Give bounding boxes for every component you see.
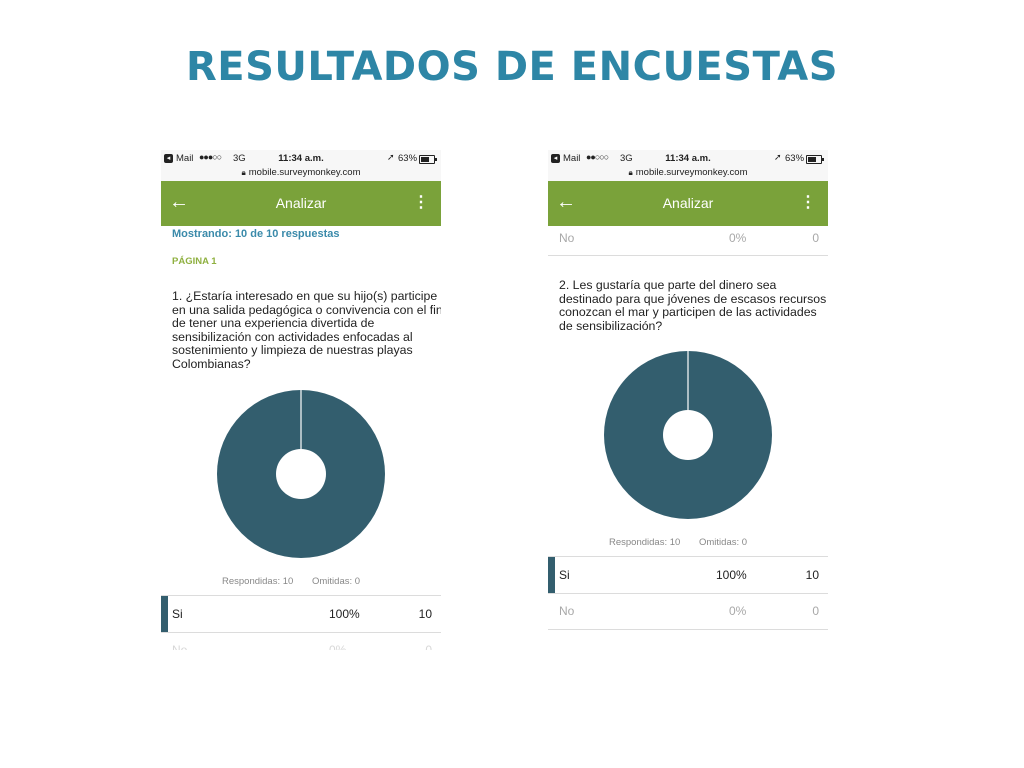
- answer-label: Si: [172, 607, 183, 621]
- responded-count: Respondidas: 10: [222, 576, 294, 587]
- signal-strength-icon: ●●○○○: [586, 152, 609, 162]
- answer-label: Si: [559, 568, 570, 582]
- app-header: ← Analizar ⋮: [548, 181, 828, 226]
- battery-percent: 63%: [398, 153, 418, 164]
- question-line: 2. Les gustaría que parte del dinero sea: [559, 278, 777, 292]
- question-line: conozcan el mar y participen de las acti…: [559, 305, 817, 320]
- header-title: Analizar: [275, 195, 327, 211]
- header-title: Analizar: [662, 195, 714, 211]
- phone-screenshot-1: ◂ Mail ●●●○○ 3G 11:34 a.m. ➚ 63% 🔒︎ mobil…: [161, 150, 441, 650]
- answer-count: 10: [418, 607, 432, 621]
- answer-row-no[interactable]: No 0% 0: [548, 593, 828, 630]
- battery-percent: 63%: [785, 153, 805, 164]
- back-app-label[interactable]: Mail: [563, 153, 581, 164]
- answer-color-marker: [548, 557, 555, 593]
- donut-chart: [604, 351, 772, 519]
- omitted-count: Omitidas: 0: [312, 576, 361, 587]
- lock-icon: 🔒︎: [241, 168, 246, 177]
- answer-count: 0: [812, 231, 819, 245]
- question-line: de sensibilización?: [559, 318, 663, 333]
- question-line: sensibilización con actividades enfocada…: [172, 329, 413, 344]
- answer-label: No: [172, 643, 188, 650]
- location-arrow-icon: ➚: [387, 152, 395, 162]
- status-bar: ◂ Mail ●●○○○ 3G 11:34 a.m. ➚ 63% 🔒︎ mobil…: [548, 150, 828, 181]
- status-bar: ◂ Mail ●●●○○ 3G 11:34 a.m. ➚ 63% 🔒︎ mobil…: [161, 150, 441, 181]
- question-text: 1. ¿Estaría interesado en que su hijo(s)…: [172, 289, 441, 372]
- status-time: 11:34 a.m.: [278, 153, 324, 164]
- more-options-icon[interactable]: ⋮: [800, 194, 816, 211]
- network-type: 3G: [233, 153, 246, 164]
- battery-level-fill: [421, 157, 429, 162]
- back-to-app-icon[interactable]: ◂: [164, 154, 173, 163]
- slide-title: RESULTADOS DE ENCUESTAS: [185, 44, 839, 90]
- more-options-icon[interactable]: ⋮: [413, 194, 429, 211]
- signal-strength-icon: ●●●○○: [199, 152, 222, 162]
- responded-count: Respondidas: 10: [609, 537, 681, 548]
- answer-label: No: [559, 231, 575, 245]
- donut-hole: [276, 449, 326, 499]
- battery-icon: [419, 155, 437, 164]
- donut-hole: [663, 410, 713, 460]
- url-bar[interactable]: 🔒︎ mobile.surveymonkey.com: [161, 167, 441, 178]
- omitted-count: Omitidas: 0: [699, 537, 748, 548]
- battery-level-fill: [808, 157, 816, 162]
- question-line: Colombianas?: [172, 356, 251, 371]
- answer-count: 0: [812, 604, 819, 618]
- question-line: destinado para que jóvenes de escasos re…: [559, 291, 827, 306]
- phone-screenshot-2: ◂ Mail ●●○○○ 3G 11:34 a.m. ➚ 63% 🔒︎ mobil…: [548, 150, 828, 650]
- answer-percent: 100%: [329, 607, 360, 621]
- question-line: sostenimiento y limpieza de nuestras pla…: [172, 343, 413, 358]
- app-header: ← Analizar ⋮: [161, 181, 441, 226]
- back-arrow-icon[interactable]: ←: [169, 191, 189, 213]
- question-line: de tener una experiencia divertida de: [172, 316, 375, 331]
- answer-label: No: [559, 604, 575, 618]
- answer-row-si[interactable]: Si 100% 10: [548, 556, 828, 594]
- answer-row-no[interactable]: No 0% 0: [161, 632, 441, 650]
- back-arrow-icon[interactable]: ←: [556, 191, 576, 213]
- status-time: 11:34 a.m.: [665, 153, 711, 164]
- answer-percent: 100%: [716, 568, 747, 582]
- answer-row-si[interactable]: Si 100% 10: [161, 595, 441, 633]
- answer-count: 0: [425, 643, 432, 650]
- donut-chart: [217, 390, 385, 558]
- answer-color-marker: [161, 596, 168, 632]
- question-text: 2. Les gustaría que parte del dinero sea…: [559, 278, 827, 333]
- battery-icon: [806, 155, 824, 164]
- url-bar[interactable]: 🔒︎ mobile.surveymonkey.com: [548, 167, 828, 178]
- question-line: 1. ¿Estaría interesado en que su hijo(s)…: [172, 289, 438, 303]
- lock-icon: 🔒︎: [628, 168, 633, 177]
- network-type: 3G: [620, 153, 633, 164]
- answer-percent: 0%: [729, 231, 747, 245]
- url-text: mobile.surveymonkey.com: [248, 167, 361, 178]
- url-text: mobile.surveymonkey.com: [635, 167, 748, 178]
- answer-percent: 0%: [329, 643, 347, 650]
- answer-count: 10: [805, 568, 819, 582]
- answer-percent: 0%: [729, 604, 747, 618]
- question-line: en una salida pedagógica o convivencia c…: [172, 302, 441, 317]
- previous-answer-row-no[interactable]: No 0% 0: [548, 219, 828, 256]
- location-arrow-icon: ➚: [774, 152, 782, 162]
- back-app-label[interactable]: Mail: [176, 153, 194, 164]
- page-label: PÁGINA 1: [172, 256, 217, 267]
- responses-count: Mostrando: 10 de 10 respuestas: [172, 228, 340, 240]
- back-to-app-icon[interactable]: ◂: [551, 154, 560, 163]
